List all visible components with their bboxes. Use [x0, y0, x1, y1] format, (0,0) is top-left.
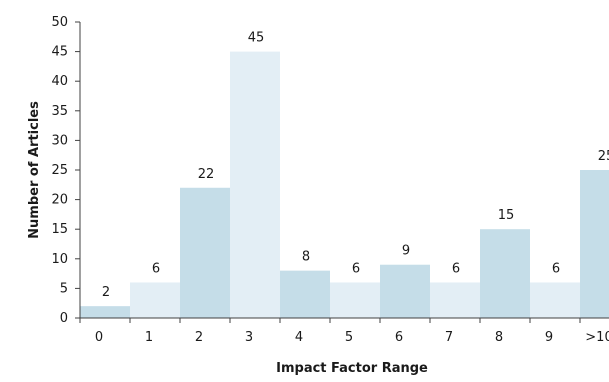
bar-6: [380, 264, 430, 318]
data-label-4: 8: [302, 250, 310, 265]
x-tick-label-8: 8: [495, 330, 503, 345]
data-label-9: 6: [552, 261, 560, 276]
bar-2: [180, 187, 230, 318]
y-tick-label-25: 25: [51, 163, 68, 178]
y-axis-title: Number of Articles: [27, 101, 42, 239]
data-label-2: 22: [198, 167, 215, 182]
data-label-5: 6: [352, 261, 360, 276]
data-label-7: 6: [452, 261, 460, 276]
x-tick-label-10: >10: [585, 330, 609, 345]
y-tick-label-45: 45: [51, 45, 68, 60]
y-tick-label-0: 0: [60, 311, 68, 326]
x-tick-label-4: 4: [295, 330, 303, 345]
x-tick-label-3: 3: [245, 330, 253, 345]
x-tick-label-0: 0: [95, 330, 103, 345]
bar-3: [230, 51, 280, 318]
bar-1: [130, 282, 180, 318]
data-label-0: 2: [102, 285, 110, 300]
data-label-1: 6: [152, 261, 160, 276]
y-tick-label-15: 15: [51, 222, 68, 237]
x-axis-title: Impact Factor Range: [276, 361, 428, 376]
x-tick-label-1: 1: [145, 330, 153, 345]
bar-4: [280, 270, 330, 318]
data-label-3: 45: [248, 31, 265, 46]
y-tick-label-50: 50: [51, 15, 68, 30]
x-tick-label-7: 7: [445, 330, 453, 345]
bar-0: [80, 306, 130, 318]
bars-layer: [80, 51, 609, 318]
x-tick-label-5: 5: [345, 330, 353, 345]
labels-layer: 2622458696156250510152025303540455001234…: [51, 15, 609, 345]
x-tick-label-9: 9: [545, 330, 553, 345]
bar-10: [580, 170, 609, 318]
y-tick-label-5: 5: [60, 281, 68, 296]
y-tick-label-30: 30: [51, 133, 68, 148]
y-tick-label-10: 10: [51, 252, 68, 267]
y-tick-label-35: 35: [51, 104, 68, 119]
data-label-8: 15: [498, 208, 515, 223]
bar-7: [430, 282, 480, 318]
y-tick-label-40: 40: [51, 74, 68, 89]
x-tick-label-6: 6: [395, 330, 403, 345]
data-label-10: 25: [598, 149, 609, 164]
axes-layer: [75, 21, 609, 323]
bar-8: [480, 229, 530, 318]
bar-5: [330, 282, 380, 318]
data-label-6: 9: [402, 244, 410, 259]
bar-9: [530, 282, 580, 318]
y-tick-label-20: 20: [51, 193, 68, 208]
x-tick-label-2: 2: [195, 330, 203, 345]
